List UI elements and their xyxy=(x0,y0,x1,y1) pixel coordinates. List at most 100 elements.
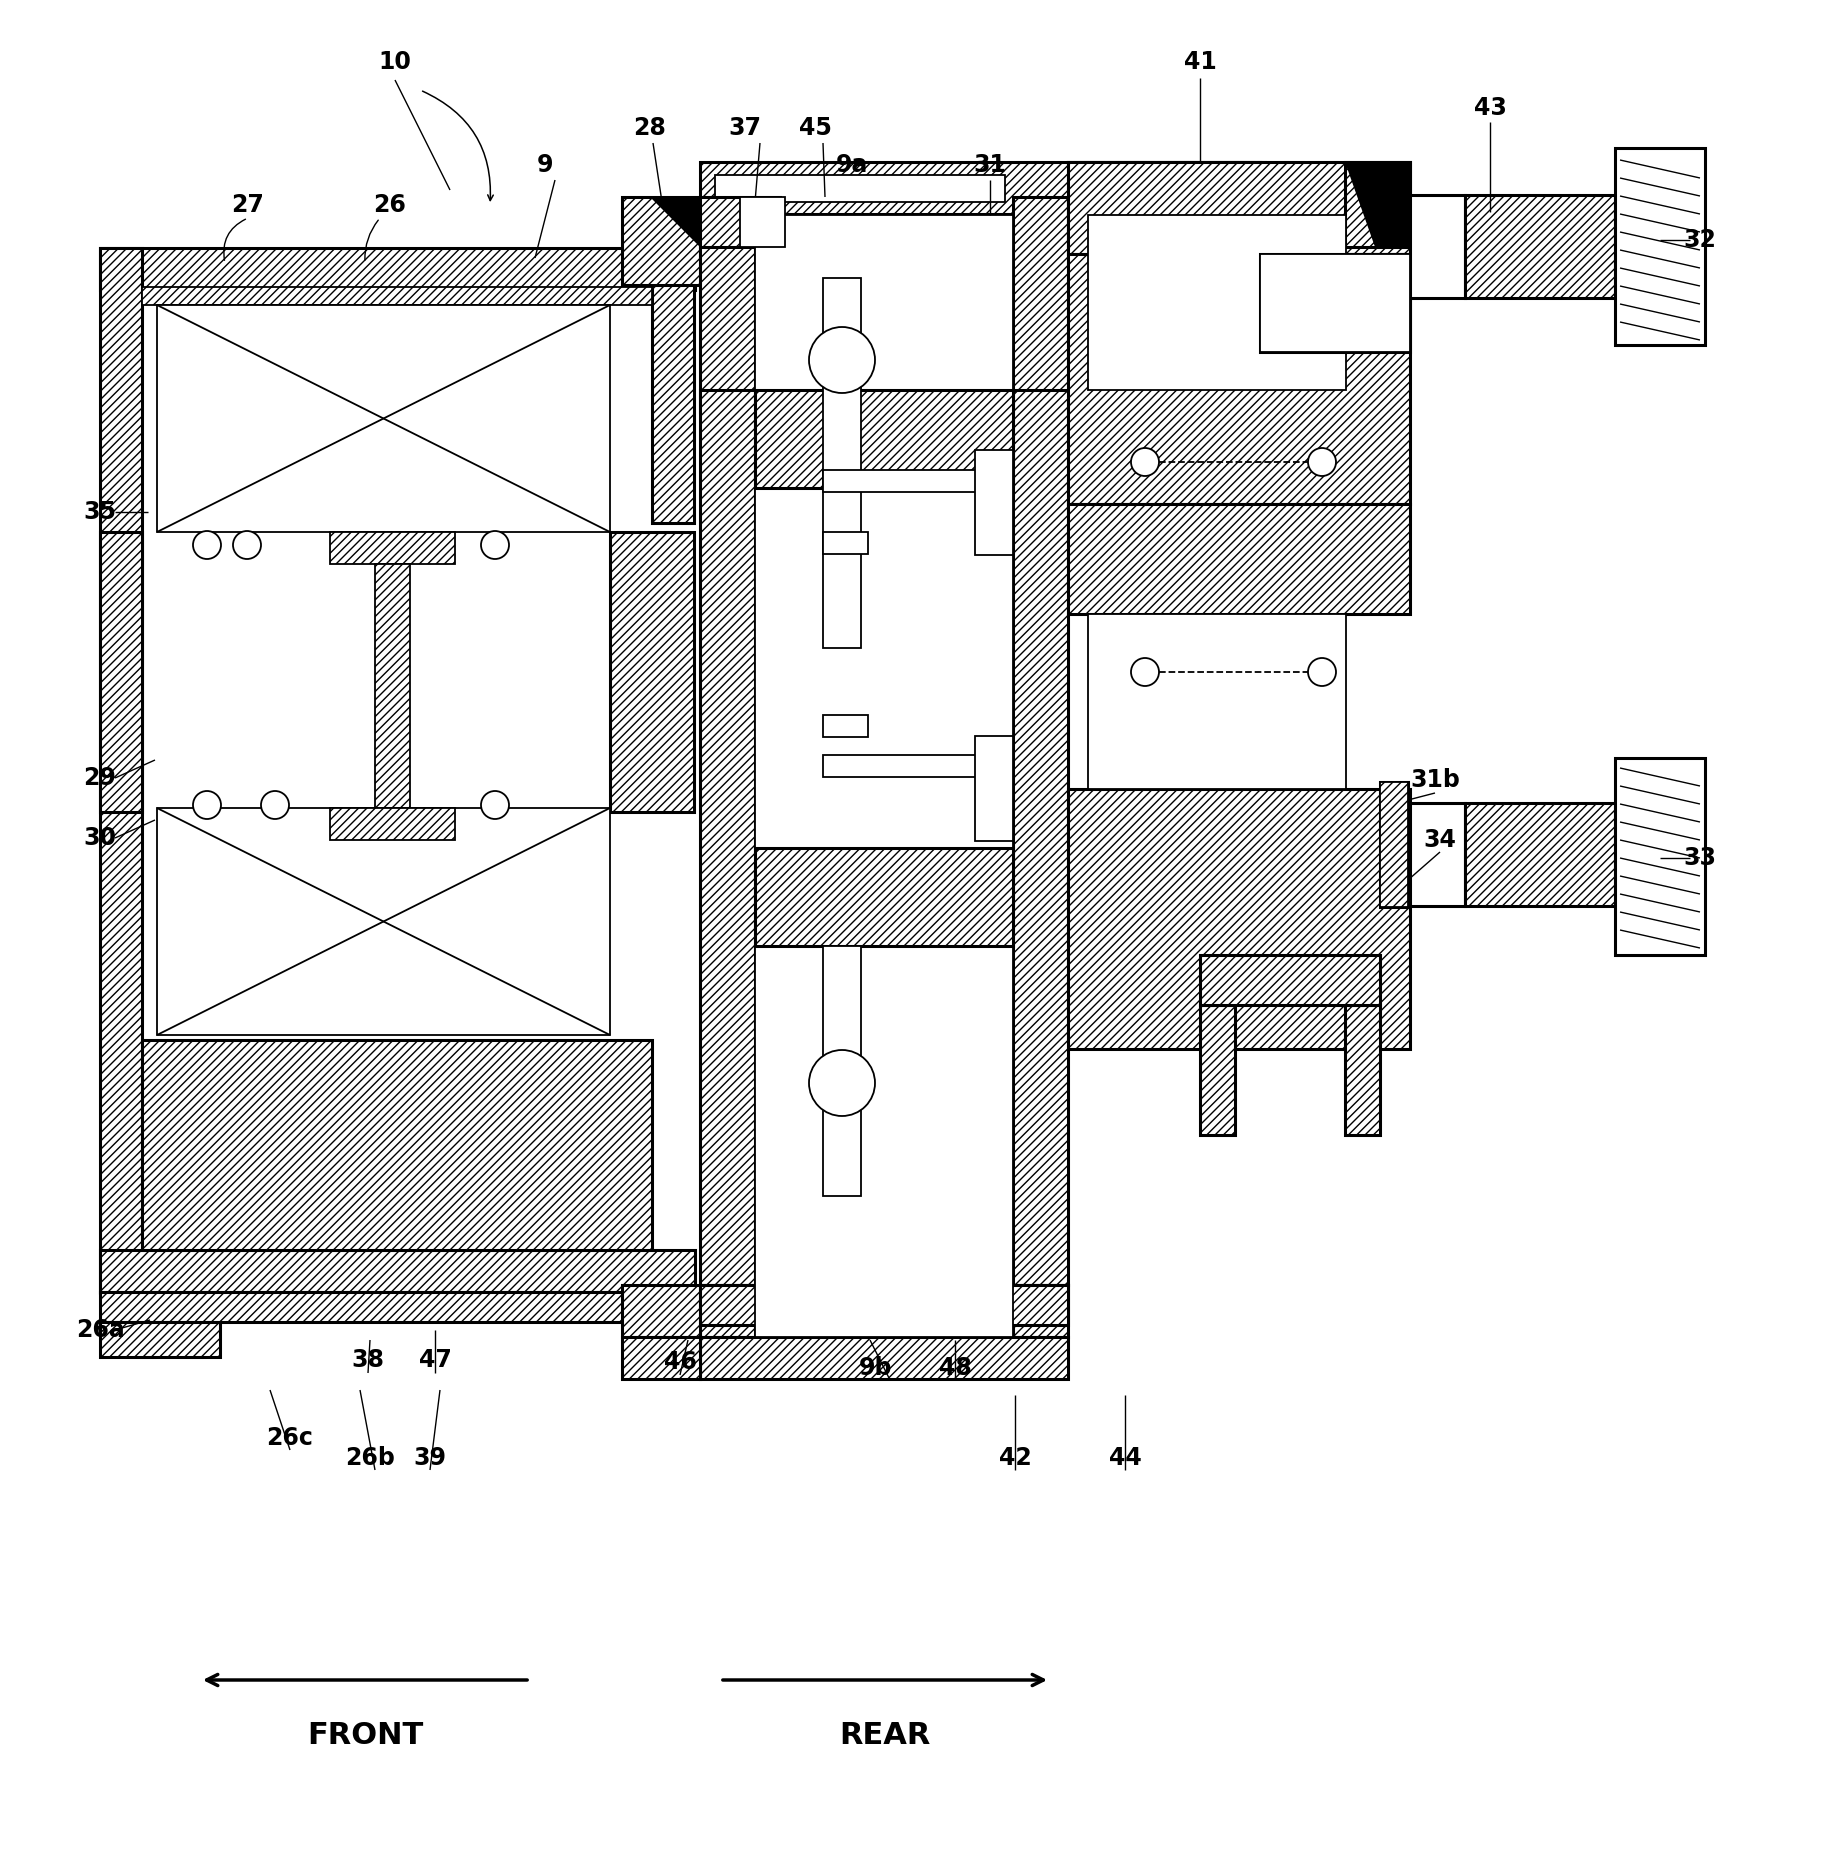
Bar xyxy=(652,247,694,522)
Bar xyxy=(822,279,861,649)
Bar xyxy=(1615,758,1705,956)
Circle shape xyxy=(194,532,221,560)
Circle shape xyxy=(234,532,261,560)
Bar xyxy=(1261,255,1410,351)
Text: 31: 31 xyxy=(974,152,1007,177)
Text: 33: 33 xyxy=(1683,846,1717,870)
Text: 30: 30 xyxy=(84,825,117,850)
Circle shape xyxy=(194,790,221,820)
Circle shape xyxy=(809,1050,875,1115)
Bar xyxy=(700,197,780,247)
Bar xyxy=(100,1249,694,1292)
Bar xyxy=(100,247,694,290)
Bar xyxy=(1012,197,1069,413)
Text: FRONT: FRONT xyxy=(307,1720,424,1749)
Text: 45: 45 xyxy=(798,115,831,139)
Circle shape xyxy=(481,532,510,560)
Text: 9b: 9b xyxy=(859,1355,892,1379)
Circle shape xyxy=(1308,658,1336,686)
Bar xyxy=(375,563,409,809)
Bar xyxy=(1069,255,1410,504)
Bar xyxy=(100,532,143,812)
Text: 38: 38 xyxy=(351,1348,384,1372)
Text: REAR: REAR xyxy=(839,1720,930,1749)
Text: 28: 28 xyxy=(634,115,667,139)
Circle shape xyxy=(1131,448,1158,476)
Bar xyxy=(1069,162,1410,255)
Bar xyxy=(1089,216,1346,390)
Text: 9: 9 xyxy=(537,152,554,177)
Bar xyxy=(1379,783,1409,907)
Bar xyxy=(822,716,868,736)
Bar xyxy=(976,450,1012,556)
Text: 48: 48 xyxy=(939,1355,972,1379)
Bar xyxy=(157,809,610,1035)
Bar xyxy=(100,1292,694,1322)
Bar xyxy=(1615,149,1705,346)
Bar xyxy=(1012,390,1069,1285)
Bar xyxy=(755,390,1012,489)
Text: 39: 39 xyxy=(413,1446,446,1470)
Bar xyxy=(143,286,652,305)
Bar xyxy=(621,1285,700,1337)
Bar xyxy=(143,1039,652,1249)
Text: 41: 41 xyxy=(1184,50,1217,74)
Bar xyxy=(1069,788,1410,1048)
Bar xyxy=(100,1322,219,1357)
Bar xyxy=(700,1337,1069,1379)
Bar xyxy=(1200,956,1379,1006)
Bar xyxy=(1465,195,1615,297)
Polygon shape xyxy=(1345,162,1410,247)
Text: 26a: 26a xyxy=(75,1318,124,1342)
Bar xyxy=(700,162,1261,214)
Text: 29: 29 xyxy=(84,766,117,790)
Bar xyxy=(822,532,868,554)
Text: 46: 46 xyxy=(663,1350,696,1374)
Text: 47: 47 xyxy=(418,1348,451,1372)
Text: 26b: 26b xyxy=(345,1446,395,1470)
Bar xyxy=(714,175,1005,203)
Bar xyxy=(740,197,786,247)
Circle shape xyxy=(1308,448,1336,476)
Bar xyxy=(700,197,755,413)
Text: 42: 42 xyxy=(999,1446,1032,1470)
Bar xyxy=(1379,783,1409,907)
Bar xyxy=(1410,803,1465,905)
Bar xyxy=(621,1337,700,1379)
Text: 27: 27 xyxy=(232,193,265,218)
Circle shape xyxy=(1131,658,1158,686)
Bar xyxy=(1465,803,1615,905)
Bar xyxy=(822,946,861,1195)
Bar xyxy=(1089,613,1346,788)
Text: 37: 37 xyxy=(729,115,762,139)
Text: 34: 34 xyxy=(1423,827,1456,851)
Bar xyxy=(755,216,1012,1337)
Bar xyxy=(1345,1006,1379,1136)
Bar xyxy=(822,755,996,777)
Text: 10: 10 xyxy=(378,50,411,74)
Circle shape xyxy=(481,790,510,820)
Bar xyxy=(822,470,996,493)
Bar xyxy=(610,532,694,812)
Bar xyxy=(331,532,455,563)
Bar xyxy=(1069,504,1410,613)
Circle shape xyxy=(809,327,875,392)
Bar xyxy=(976,736,1012,840)
Bar xyxy=(700,1285,1069,1325)
Circle shape xyxy=(261,790,289,820)
Text: 32: 32 xyxy=(1683,229,1716,253)
Bar xyxy=(1069,162,1264,249)
Bar xyxy=(1345,162,1410,247)
Bar xyxy=(700,1285,755,1337)
Text: 26c: 26c xyxy=(267,1426,314,1450)
Bar xyxy=(100,247,143,1294)
Bar xyxy=(755,848,1012,946)
Text: 35: 35 xyxy=(84,500,117,524)
Bar xyxy=(1012,1285,1069,1337)
Bar xyxy=(1261,255,1410,351)
Bar xyxy=(1410,195,1465,297)
Bar xyxy=(700,390,755,1285)
Text: 43: 43 xyxy=(1474,97,1507,121)
Bar xyxy=(1200,1006,1235,1136)
Polygon shape xyxy=(650,197,700,247)
